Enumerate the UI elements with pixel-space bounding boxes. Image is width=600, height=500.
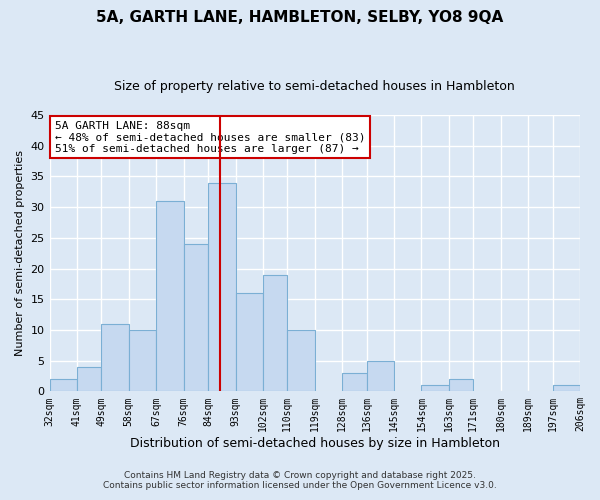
Bar	[156, 201, 184, 392]
Bar	[129, 330, 156, 392]
Bar	[101, 324, 129, 392]
Bar	[342, 373, 367, 392]
Bar	[287, 330, 315, 392]
Bar	[77, 367, 101, 392]
Bar	[449, 379, 473, 392]
Text: 5A, GARTH LANE, HAMBLETON, SELBY, YO8 9QA: 5A, GARTH LANE, HAMBLETON, SELBY, YO8 9Q…	[97, 10, 503, 25]
Bar	[208, 182, 236, 392]
Bar	[263, 274, 287, 392]
Text: 5A GARTH LANE: 88sqm
← 48% of semi-detached houses are smaller (83)
51% of semi-: 5A GARTH LANE: 88sqm ← 48% of semi-detac…	[55, 120, 365, 154]
Bar	[184, 244, 208, 392]
Title: Size of property relative to semi-detached houses in Hambleton: Size of property relative to semi-detach…	[115, 80, 515, 93]
Bar	[50, 379, 77, 392]
Bar	[367, 360, 394, 392]
X-axis label: Distribution of semi-detached houses by size in Hambleton: Distribution of semi-detached houses by …	[130, 437, 500, 450]
Text: Contains HM Land Registry data © Crown copyright and database right 2025.
Contai: Contains HM Land Registry data © Crown c…	[103, 470, 497, 490]
Bar	[236, 293, 263, 392]
Y-axis label: Number of semi-detached properties: Number of semi-detached properties	[15, 150, 25, 356]
Bar	[421, 385, 449, 392]
Bar	[553, 385, 580, 392]
